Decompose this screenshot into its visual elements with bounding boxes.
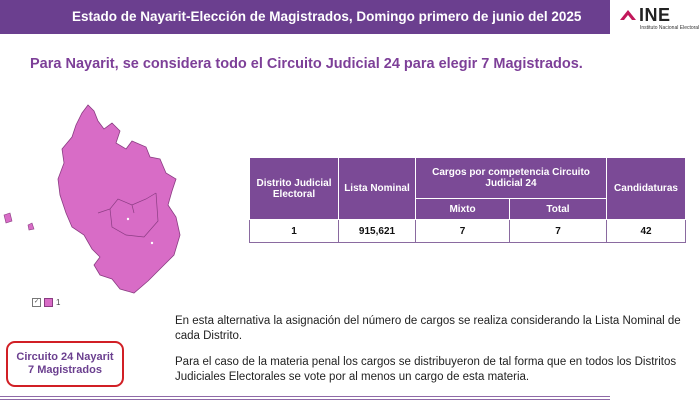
map-marker — [150, 241, 154, 245]
cell-list: 915,621 — [338, 219, 416, 243]
col-total: Total — [509, 198, 607, 220]
header-title: Estado de Nayarit-Elección de Magistrado… — [72, 9, 582, 24]
table-row: 1 915,621 7 7 42 — [249, 219, 686, 243]
legend-label: 1 — [56, 298, 61, 307]
nayarit-map[interactable] — [0, 95, 240, 305]
logo-subtext: Instituto Nacional Electoral — [640, 25, 700, 31]
ine-logo-icon — [620, 10, 636, 20]
col-candidaturas: Candidaturas — [606, 157, 686, 220]
map-legend: ✓ 1 — [32, 298, 60, 307]
cell-mixto: 7 — [415, 219, 510, 243]
legend-swatch — [44, 298, 53, 307]
legend-checkbox[interactable]: ✓ — [32, 298, 41, 307]
footer-divider — [0, 396, 610, 397]
cell-candidaturas: 42 — [606, 219, 686, 243]
map-marker — [126, 217, 130, 221]
magistrates-table: Distrito Judicial Electoral Lista Nomina… — [249, 157, 686, 243]
page-subtitle: Para Nayarit, se considera todo el Circu… — [30, 56, 583, 72]
ine-logo: INE Instituto Nacional Electoral — [618, 4, 700, 32]
circuit-line-2: 7 Magistrados — [28, 364, 102, 376]
col-mixto: Mixto — [415, 198, 510, 220]
map-internal-border — [97, 192, 159, 238]
logo-text: INE — [639, 5, 671, 25]
circuit-line-1: Circuito 24 Nayarit — [16, 351, 114, 363]
col-cargos: Cargos por competencia Circuito Judicial… — [415, 157, 607, 199]
map-island — [3, 212, 13, 224]
footer-divider — [0, 399, 610, 400]
header-bar: Estado de Nayarit-Elección de Magistrado… — [0, 0, 610, 34]
map-region[interactable] — [57, 104, 181, 294]
paragraph-1: En esta alternativa la asignación del nú… — [175, 315, 681, 342]
col-list: Lista Nominal — [338, 157, 416, 220]
circuit-box: Circuito 24 Nayarit 7 Magistrados — [6, 341, 124, 387]
map-island — [27, 222, 35, 231]
col-district: Distrito Judicial Electoral — [249, 157, 339, 220]
cell-total: 7 — [509, 219, 607, 243]
paragraph-2: Para el caso de la materia penal los car… — [175, 356, 677, 383]
cell-district: 1 — [249, 219, 339, 243]
